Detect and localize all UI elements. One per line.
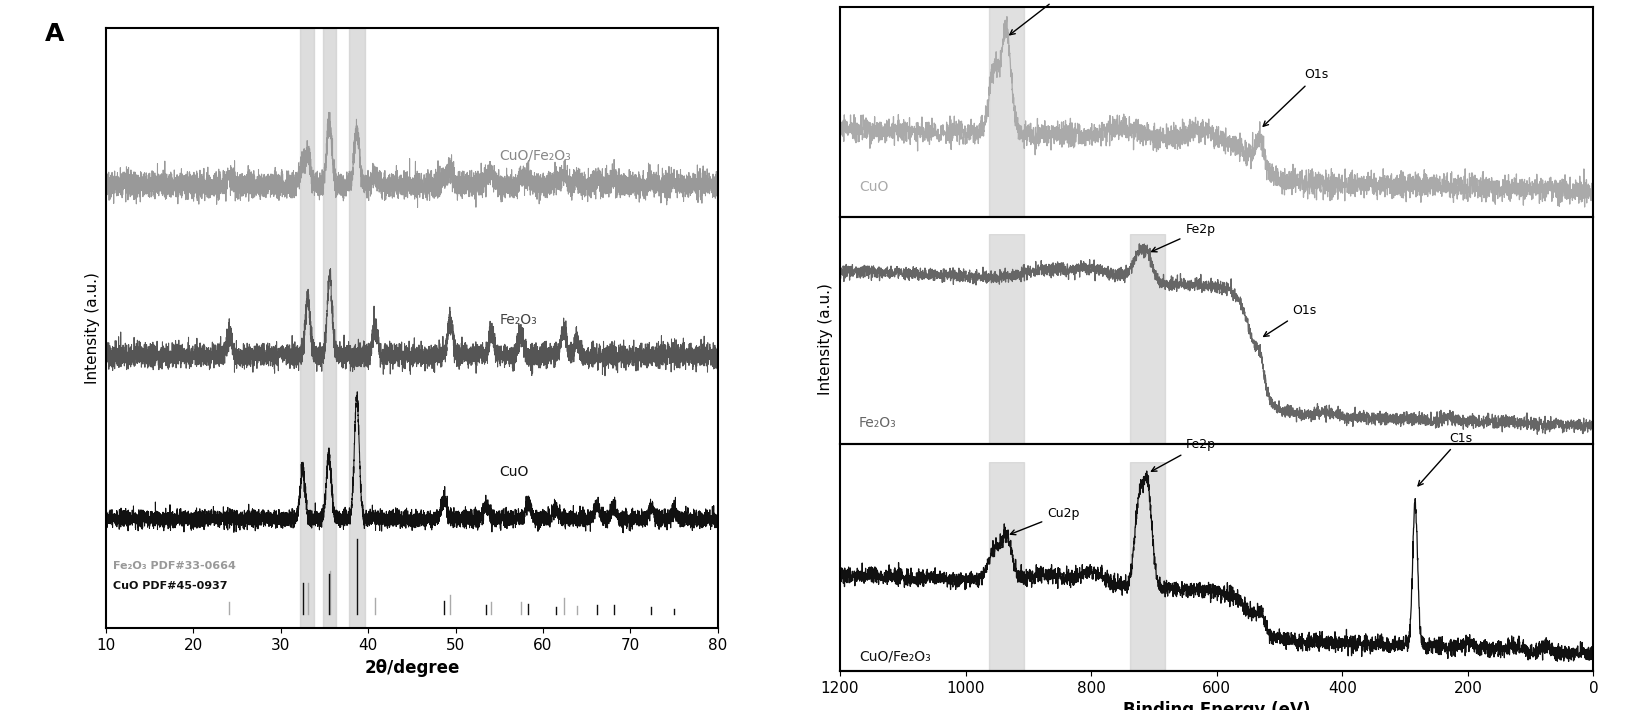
Bar: [349, 28, 365, 628]
Text: CuO PDF#45-0937: CuO PDF#45-0937: [112, 581, 227, 591]
Text: O1s: O1s: [1262, 68, 1328, 126]
Text: Fe₂O₃ PDF#33-0664: Fe₂O₃ PDF#33-0664: [112, 561, 236, 571]
X-axis label: Binding Energy (eV): Binding Energy (eV): [1123, 701, 1309, 710]
Bar: [988, 234, 1024, 444]
Text: CuO/Fe₂O₃: CuO/Fe₂O₃: [859, 650, 931, 663]
X-axis label: 2θ/degree: 2θ/degree: [363, 659, 460, 677]
Bar: [1130, 234, 1164, 444]
Text: Cu2p: Cu2p: [1009, 0, 1079, 35]
Text: Fe2p: Fe2p: [1151, 224, 1214, 252]
Text: CuO: CuO: [859, 180, 888, 195]
Text: Fe2p: Fe2p: [1151, 438, 1214, 471]
Text: Fe₂O₃: Fe₂O₃: [499, 313, 536, 327]
Text: CuO/Fe₂O₃: CuO/Fe₂O₃: [499, 148, 570, 162]
Y-axis label: Intensity (a.u.): Intensity (a.u.): [85, 273, 101, 384]
Text: Fe₂O₃: Fe₂O₃: [859, 416, 896, 430]
Text: A: A: [46, 23, 64, 46]
Bar: [988, 462, 1024, 671]
Bar: [300, 28, 313, 628]
Bar: [323, 28, 336, 628]
Text: CuO: CuO: [499, 465, 528, 479]
Text: O1s: O1s: [1263, 304, 1315, 337]
Text: Cu2p: Cu2p: [1009, 507, 1079, 535]
Bar: [988, 7, 1024, 217]
Bar: [1130, 462, 1164, 671]
Text: C1s: C1s: [1416, 432, 1472, 486]
Y-axis label: Intensity (a.u.): Intensity (a.u.): [818, 283, 833, 395]
